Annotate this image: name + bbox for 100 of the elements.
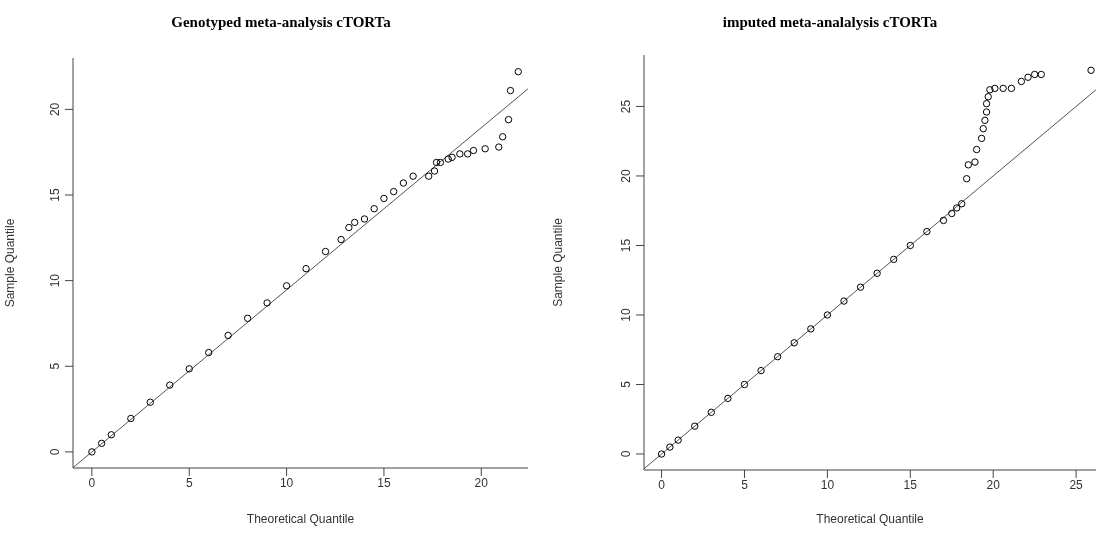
point xyxy=(399,179,408,187)
x-tick-label: 0 xyxy=(88,475,96,490)
point xyxy=(495,143,503,151)
point xyxy=(456,150,464,158)
point xyxy=(972,145,981,154)
point xyxy=(971,158,979,166)
point xyxy=(370,205,378,213)
point xyxy=(790,339,798,347)
point xyxy=(939,216,948,225)
point xyxy=(1087,66,1095,74)
point xyxy=(514,68,522,76)
y-tick-label: 20 xyxy=(48,102,62,117)
point xyxy=(1037,70,1045,79)
point xyxy=(345,223,353,232)
point xyxy=(107,431,116,439)
y-tick-label: 10 xyxy=(619,307,633,322)
y-axis-title: Sample Quantile xyxy=(551,217,566,307)
point xyxy=(351,218,359,227)
point xyxy=(890,255,898,264)
point xyxy=(1030,70,1039,79)
y-tick-label: 5 xyxy=(619,380,633,388)
x-tick-label: 15 xyxy=(903,477,918,492)
chart-title: imputed meta-analalysis cTORTa xyxy=(721,14,939,31)
point xyxy=(962,175,971,183)
x-tick-label: 10 xyxy=(820,477,835,492)
point xyxy=(97,439,106,448)
point xyxy=(224,331,232,340)
point xyxy=(321,247,330,256)
x-axis-title: Theoretical Quantile xyxy=(246,512,355,526)
point xyxy=(906,241,914,250)
point xyxy=(823,311,832,319)
point xyxy=(982,99,991,108)
point xyxy=(984,93,992,101)
point xyxy=(948,209,956,218)
y-tick-label: 15 xyxy=(619,238,633,253)
point xyxy=(498,133,507,141)
point xyxy=(674,436,682,444)
x-tick-label: 5 xyxy=(185,475,193,490)
y-tick-label: 25 xyxy=(619,99,633,114)
point xyxy=(957,200,966,208)
point xyxy=(807,325,815,333)
point xyxy=(740,380,749,389)
point xyxy=(982,108,991,116)
point xyxy=(979,124,987,133)
point xyxy=(991,84,999,93)
point xyxy=(481,145,489,153)
y-tick-label: 15 xyxy=(48,188,62,202)
point xyxy=(856,283,865,291)
point xyxy=(337,235,345,244)
point xyxy=(691,422,699,430)
point xyxy=(205,348,213,357)
point xyxy=(436,158,445,167)
point xyxy=(707,408,716,416)
point xyxy=(1024,73,1032,81)
point xyxy=(986,86,994,94)
point xyxy=(146,398,154,406)
point xyxy=(425,172,433,180)
point xyxy=(166,381,174,389)
x-tick-label: 5 xyxy=(741,477,749,492)
y-axis-title: Sample Quantile xyxy=(3,218,18,308)
x-tick-label: 15 xyxy=(377,475,391,490)
point xyxy=(873,269,881,277)
point xyxy=(302,264,310,273)
point xyxy=(448,153,456,162)
point xyxy=(506,86,515,95)
point xyxy=(923,227,931,236)
point xyxy=(1007,84,1016,93)
point xyxy=(504,115,513,124)
point xyxy=(657,450,666,458)
x-tick-label: 20 xyxy=(986,477,1001,492)
point xyxy=(243,314,252,323)
point xyxy=(953,204,961,212)
point xyxy=(282,282,291,290)
x-tick-label: 25 xyxy=(1069,477,1084,492)
point xyxy=(380,194,388,203)
point xyxy=(263,299,271,307)
x-axis-title: Theoretical Quantile xyxy=(816,512,925,526)
point xyxy=(127,414,135,423)
point xyxy=(185,365,193,373)
point xyxy=(444,155,452,163)
point xyxy=(409,172,417,180)
point xyxy=(964,161,973,169)
point xyxy=(999,84,1007,93)
point xyxy=(389,187,398,196)
y-tick-label: 20 xyxy=(619,168,633,183)
x-tick-label: 0 xyxy=(658,477,666,492)
x-tick-label: 10 xyxy=(279,475,294,490)
point xyxy=(757,366,765,375)
y-tick-label: 5 xyxy=(48,362,62,370)
y-tick-label: 0 xyxy=(619,450,633,458)
point xyxy=(840,297,848,305)
chart-title: Genotyped meta-analysis cTORTa xyxy=(170,14,392,31)
point xyxy=(724,394,732,403)
point xyxy=(430,167,439,175)
point xyxy=(981,116,989,125)
point xyxy=(360,215,369,223)
point xyxy=(432,158,441,167)
point xyxy=(977,134,986,143)
point xyxy=(1017,77,1026,86)
y-tick-label: 0 xyxy=(48,448,62,456)
